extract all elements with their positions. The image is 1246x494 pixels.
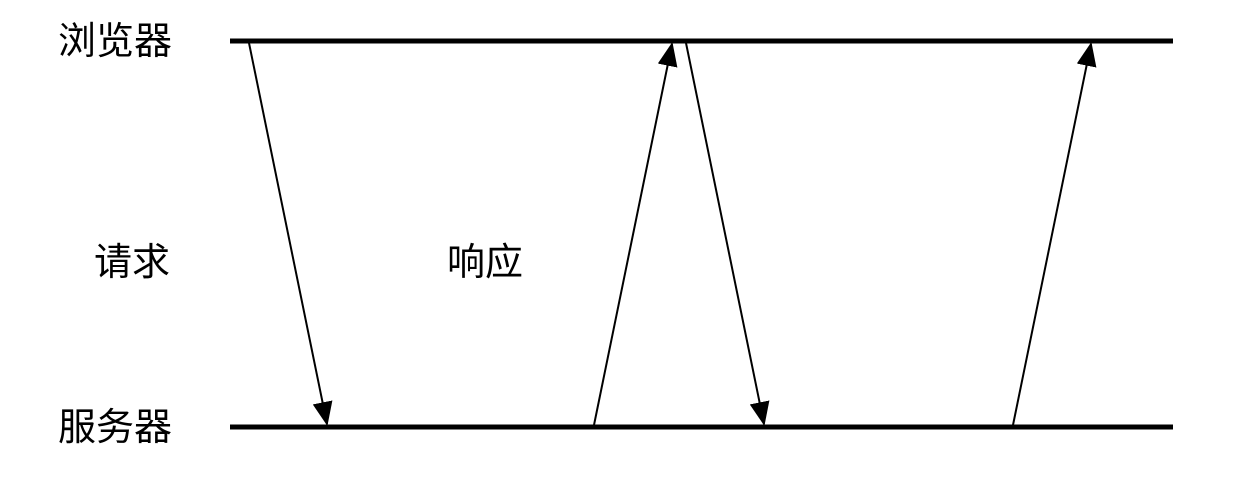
server-lane-label: 服务器 bbox=[58, 405, 173, 449]
request-label: 请求 bbox=[94, 240, 171, 284]
response-arrow-1 bbox=[593, 42, 678, 426]
response-label: 响应 bbox=[447, 240, 524, 284]
response-arrow-2 bbox=[1012, 42, 1097, 426]
request-arrow-1 bbox=[248, 42, 333, 426]
request-arrow-2 bbox=[685, 42, 770, 426]
browser-lane-label: 浏览器 bbox=[58, 19, 173, 63]
